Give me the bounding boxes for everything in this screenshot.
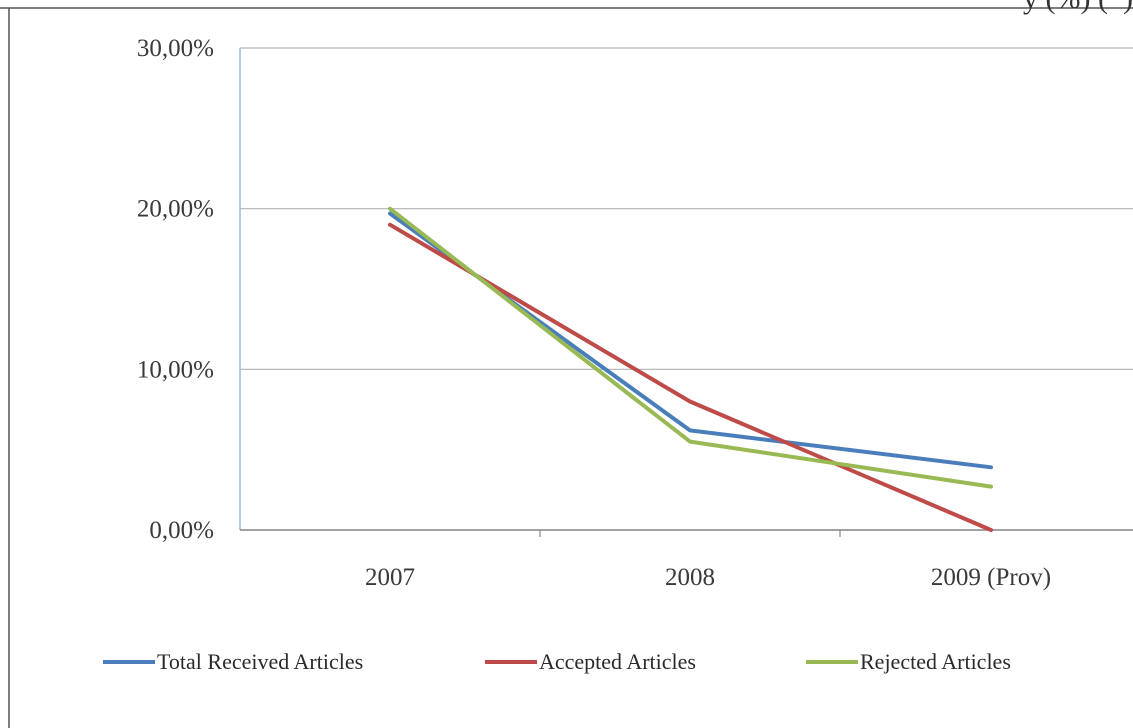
y-tick-label: 20,00% (137, 196, 214, 223)
legend: Total Received Articles Accepted Articles… (103, 649, 1011, 674)
x-tick-label: 2007 (365, 564, 415, 591)
series-line-rejected (388, 206, 993, 489)
legend-label-rejected: Rejected Articles (860, 649, 1011, 674)
axes (239, 48, 1133, 537)
y-tick-label: 30,00% (137, 35, 214, 62)
y-tick-label: 10,00% (137, 356, 214, 383)
y-tick-label: 0,00% (149, 517, 214, 544)
x-tick-label: 2008 (665, 564, 715, 591)
legend-label-total: Total Received Articles (157, 649, 363, 674)
x-tick-label: 2009 (Prov) (931, 564, 1051, 591)
series-line-accepted (388, 222, 993, 532)
gridlines (240, 47, 1133, 531)
series-lines (388, 206, 993, 532)
corner-text-fragment: y (%) (*) (1023, 0, 1133, 15)
legend-label-accepted: Accepted Articles (539, 649, 696, 674)
y-tick-labels: 0,00% 10,00% 20,00% 30,00% (137, 35, 214, 544)
series-line-total (388, 211, 993, 470)
x-tick-labels: 2007 2008 2009 (Prov) (365, 564, 1051, 591)
